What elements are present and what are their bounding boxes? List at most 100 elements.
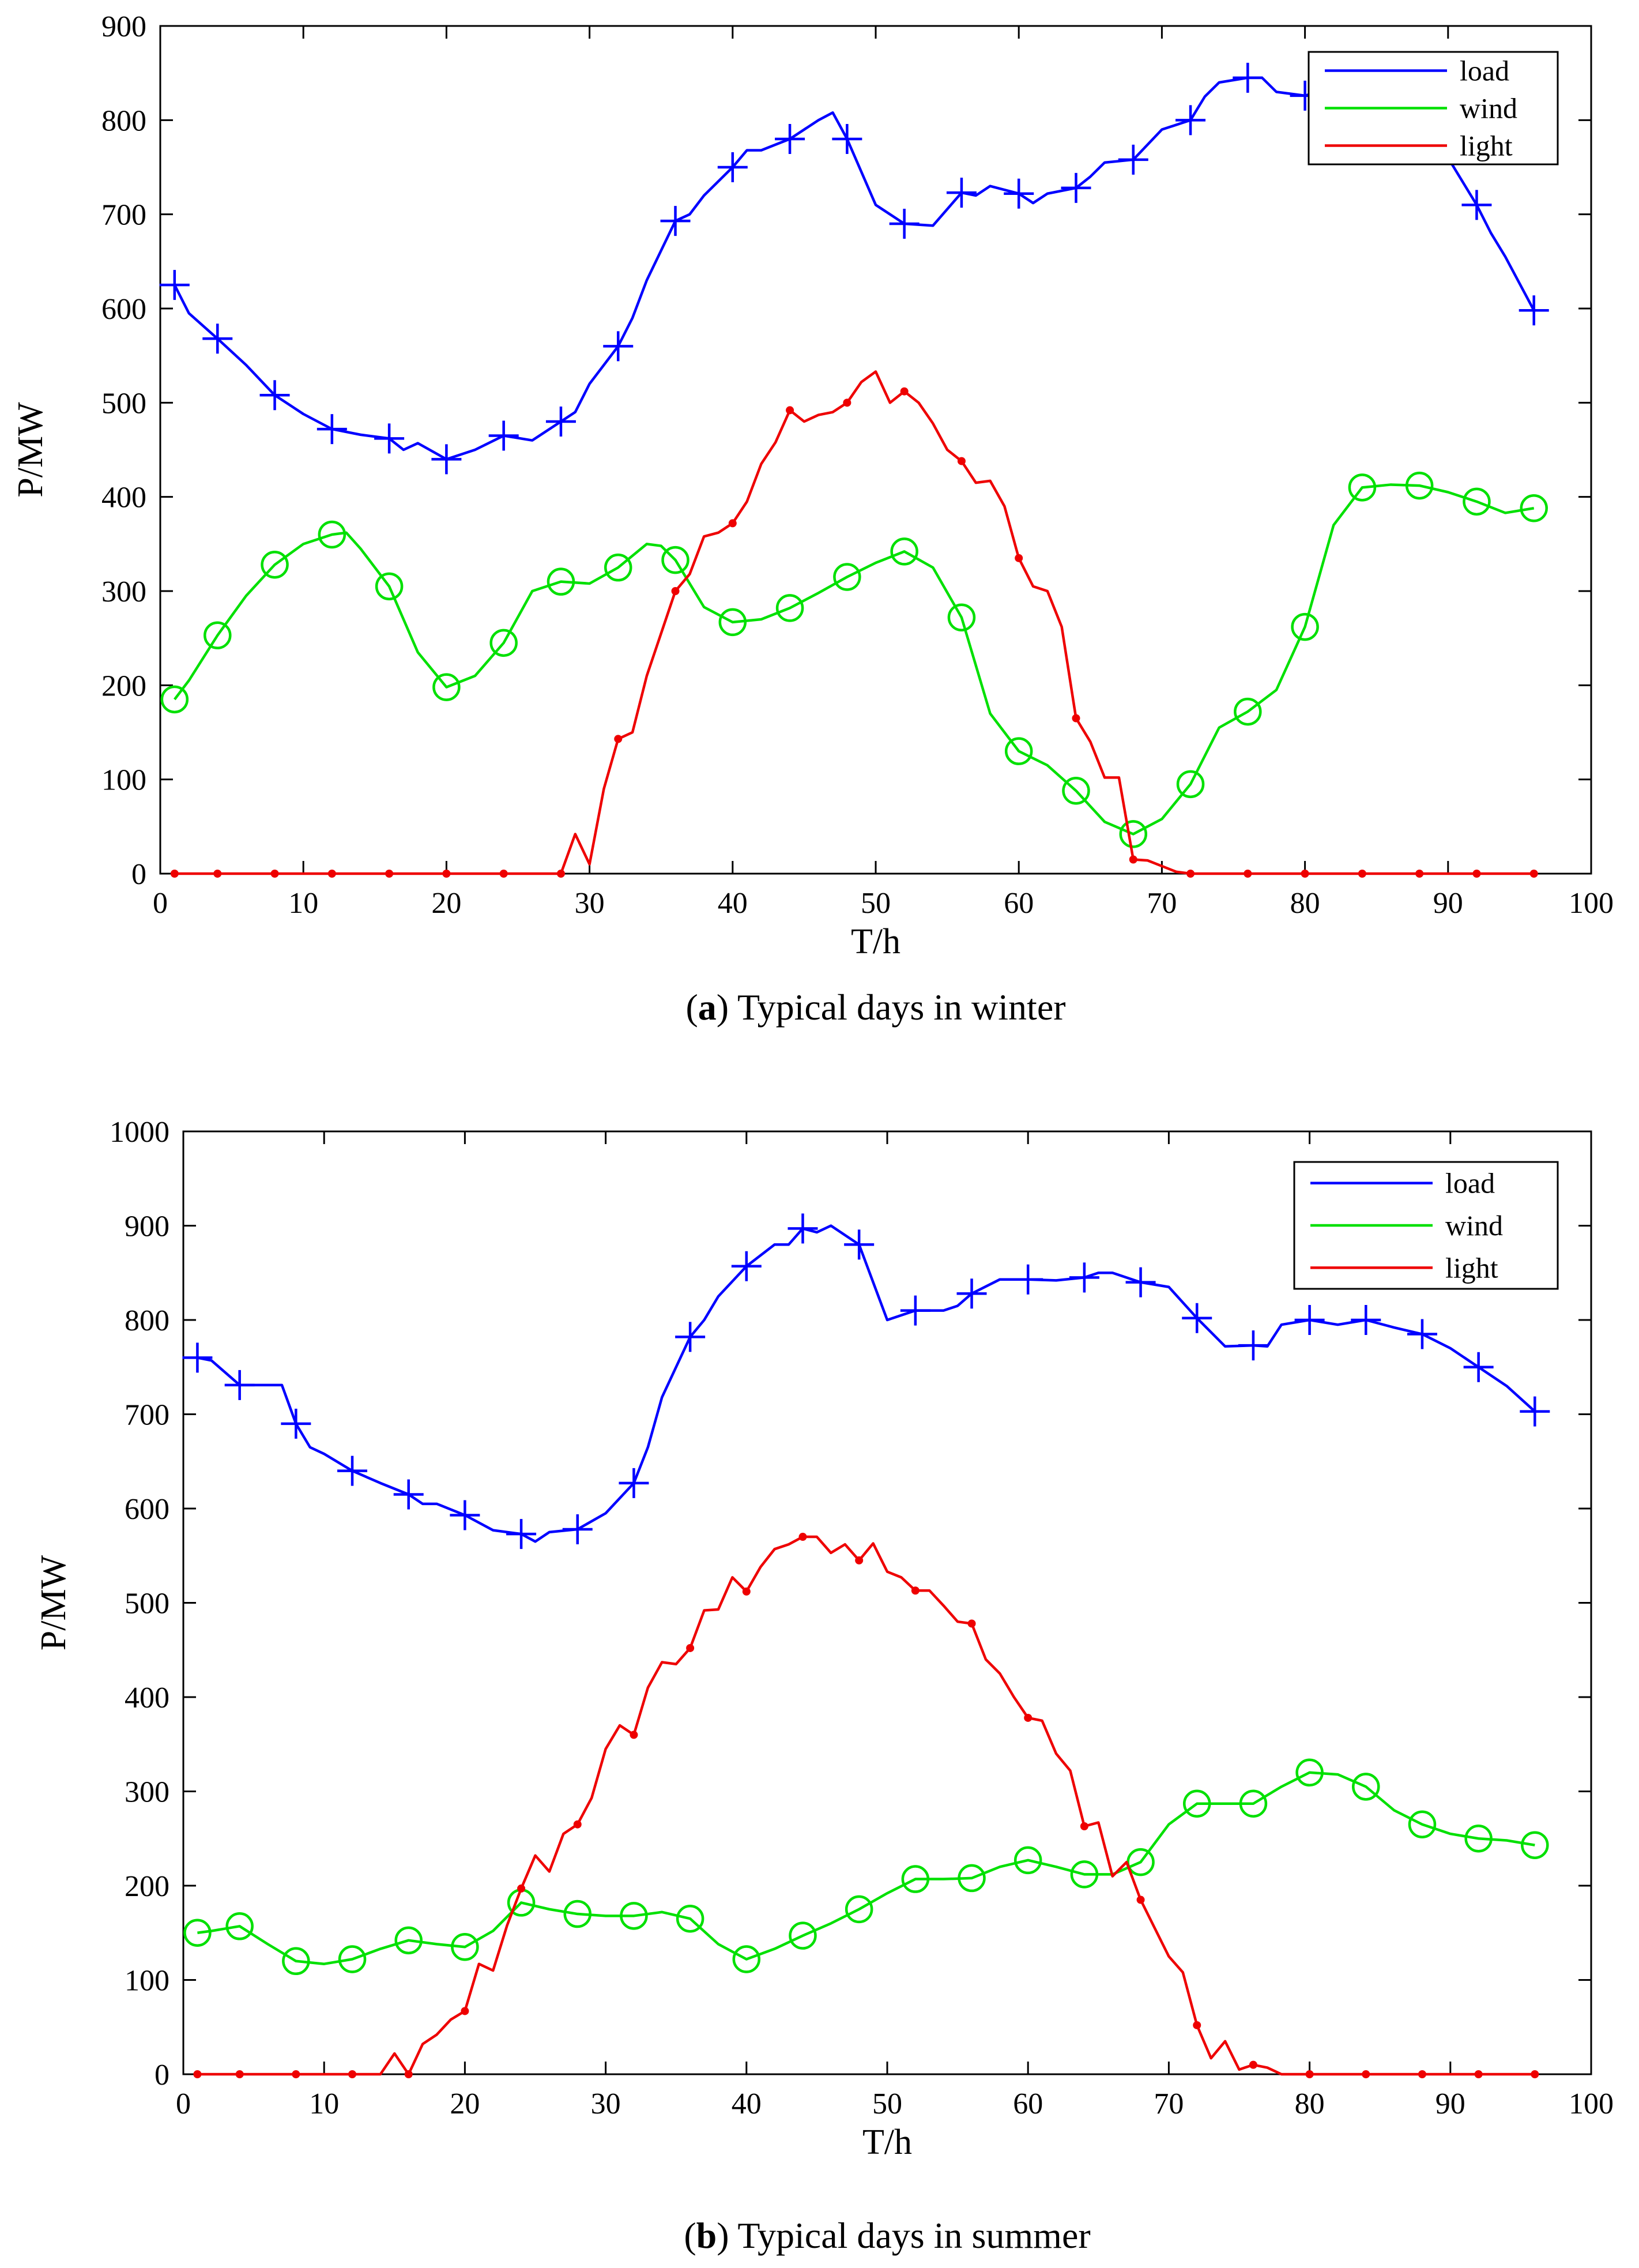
data-point-load	[717, 152, 748, 182]
data-point-light	[957, 457, 966, 465]
x-tick-label: 0	[153, 887, 168, 920]
data-point-wind	[901, 1865, 930, 1893]
data-point-load	[844, 1229, 875, 1260]
data-point-light	[327, 870, 336, 878]
data-point-wind	[183, 1919, 212, 1947]
data-point-load	[488, 420, 519, 451]
y-tick-label: 700	[125, 1399, 169, 1432]
data-point-load	[562, 1514, 593, 1544]
data-point-light	[1418, 2070, 1426, 2078]
data-point-light	[1362, 2070, 1370, 2078]
data-point-wind	[833, 563, 861, 591]
x-tick-label: 20	[431, 887, 461, 920]
x-tick-label: 0	[176, 2088, 191, 2120]
data-point-wind	[225, 1912, 254, 1940]
x-tick-label: 70	[1154, 2088, 1184, 2120]
series-line-load	[197, 1224, 1536, 1543]
data-point-light	[1244, 870, 1252, 878]
data-point-load	[374, 423, 405, 454]
data-point-light	[235, 2070, 244, 2078]
data-point-wind	[563, 1900, 592, 1928]
data-point-light	[461, 2007, 469, 2015]
x-tick-label: 100	[1569, 887, 1614, 920]
data-point-wind	[338, 1945, 367, 1973]
data-point-wind	[1348, 473, 1377, 502]
data-point-light	[855, 1556, 864, 1564]
data-point-wind	[489, 629, 518, 657]
data-point-load	[603, 331, 634, 362]
data-point-light	[348, 2070, 357, 2078]
caption-open-paren: (	[684, 2215, 696, 2256]
data-point-wind	[775, 594, 804, 622]
data-point-load	[224, 1370, 255, 1400]
data-point-wind	[1463, 487, 1491, 516]
y-tick-label: 200	[125, 1870, 169, 1903]
data-point-wind	[261, 551, 289, 579]
data-point-wind	[947, 603, 976, 631]
y-tick-label: 200	[101, 670, 146, 702]
data-point-load	[946, 178, 977, 208]
series-wind	[183, 1758, 1549, 1976]
data-point-load	[1520, 1396, 1550, 1427]
y-tick-label: 0	[131, 858, 146, 891]
data-point-wind	[1239, 1789, 1268, 1818]
y-tick-label: 600	[101, 293, 146, 326]
y-tick-label: 0	[155, 2059, 169, 2092]
data-point-load	[393, 1479, 424, 1510]
data-point-wind	[676, 1904, 704, 1933]
data-point-light	[1249, 2060, 1257, 2069]
y-tick-label: 400	[125, 1682, 169, 1714]
data-point-light	[671, 587, 680, 595]
caption-close-paren: )	[717, 2215, 729, 2256]
data-point-light	[1474, 2070, 1483, 2078]
x-tick-label: 40	[718, 887, 748, 920]
data-point-light	[573, 1820, 582, 1829]
data-point-light	[292, 2070, 300, 2078]
data-point-light	[843, 398, 851, 407]
data-point-light	[270, 870, 279, 878]
caption-text: Typical days in winter	[729, 987, 1065, 1028]
data-point-light	[798, 1533, 807, 1541]
data-point-wind	[1013, 1846, 1042, 1875]
data-point-wind	[845, 1895, 873, 1924]
y-tick-label: 600	[125, 1493, 169, 1526]
chart-panel-b: 0 10 20 30 40 50 60 70 80 90 100010020030040050060…	[34, 1116, 1614, 2256]
data-point-light	[900, 387, 909, 396]
data-point-load	[281, 1408, 311, 1439]
data-point-light	[686, 1643, 695, 1652]
data-point-load	[259, 380, 290, 411]
plot-area	[159, 25, 1592, 875]
data-point-wind	[1464, 1825, 1493, 1853]
data-point-wind	[958, 1864, 986, 1893]
data-point-wind	[1352, 1773, 1380, 1801]
data-point-wind	[1004, 737, 1033, 765]
caption-letter: b	[696, 2215, 717, 2256]
data-point-light	[1415, 870, 1424, 878]
data-point-light	[630, 1731, 638, 1739]
data-point-load	[431, 444, 462, 475]
data-point-light	[1080, 1822, 1088, 1830]
data-point-light	[1531, 2070, 1539, 2078]
data-point-light	[170, 870, 179, 878]
data-point-light	[1472, 870, 1481, 878]
data-point-light	[911, 1586, 920, 1595]
data-point-wind	[375, 572, 404, 601]
y-tick-label: 1000	[110, 1116, 169, 1149]
data-point-wind	[1062, 777, 1090, 805]
data-point-light	[1529, 870, 1538, 878]
x-tick-label: 30	[591, 2088, 621, 2120]
x-axis-label: T/h	[851, 922, 900, 961]
data-point-light	[1024, 1713, 1033, 1722]
data-point-load	[660, 206, 691, 236]
data-point-wind	[1176, 770, 1205, 799]
data-point-load	[1238, 1330, 1268, 1361]
data-point-light	[556, 870, 565, 878]
data-point-load	[1351, 1305, 1381, 1335]
data-point-light	[1015, 554, 1023, 562]
data-point-light	[1305, 2070, 1314, 2078]
data-point-load	[1519, 295, 1549, 326]
series-line-wind	[174, 483, 1535, 836]
data-point-wind	[282, 1947, 310, 1976]
data-point-wind	[789, 1921, 817, 1950]
